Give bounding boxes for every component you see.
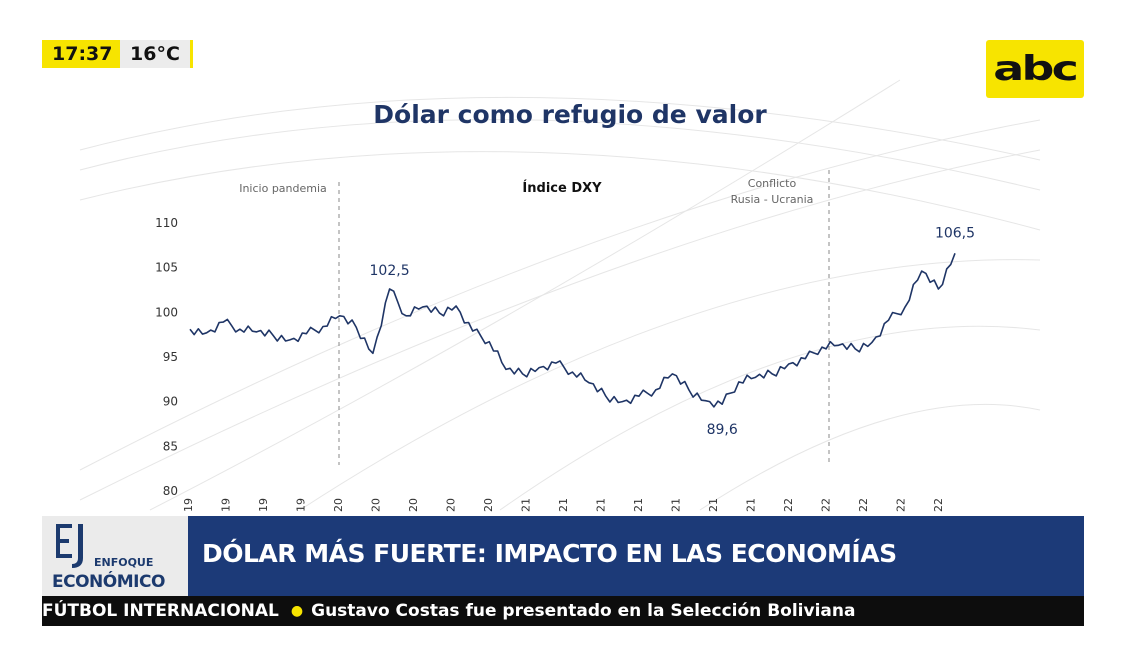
x-tick-label: 21 — [707, 498, 720, 512]
ej-logo-icon — [56, 524, 83, 568]
annotation-conflicto-line2: Rusia - Ucrania — [731, 193, 814, 206]
annotation-conflicto-line1: Conflicto — [748, 177, 797, 190]
dxy-line-chart: 110 105 100 95 90 85 80 19 19 19 19 20 20 20 20 20 21 21 2… — [155, 170, 975, 512]
label-max-2020: 102,5 — [370, 263, 410, 279]
x-tick-label: 22 — [782, 498, 795, 512]
y-tick-label: 80 — [163, 484, 178, 498]
x-tick-label: 22 — [857, 498, 870, 512]
ticker-category: FÚTBOL INTERNACIONAL — [42, 601, 279, 621]
headline-text: DÓLAR MÁS FUERTE: IMPACTO EN LAS ECONOMÍ… — [202, 539, 897, 568]
program-name-line2: ECONÓMICO — [52, 572, 165, 592]
x-tick-label: 19 — [182, 498, 195, 512]
x-tick-label: 22 — [820, 498, 833, 512]
annotation-inicio-pandemia: Inicio pandemia — [239, 182, 327, 195]
clock-widget: 17:37 16°C — [42, 40, 193, 68]
bullet-icon: ● — [290, 603, 304, 619]
y-tick-label: 110 — [155, 216, 178, 230]
x-tick-label: 21 — [520, 498, 533, 512]
chart-title: Dólar como refugio de valor — [373, 100, 767, 129]
abc-logo-text: abc — [993, 49, 1080, 89]
y-tick-label: 100 — [155, 305, 178, 319]
x-tick-label: 22 — [932, 498, 945, 512]
x-tick-label: 20 — [370, 498, 383, 512]
x-tick-label: 20 — [407, 498, 420, 512]
y-tick-label: 105 — [155, 261, 178, 275]
y-tick-label: 95 — [163, 350, 178, 364]
x-tick-label: 21 — [632, 498, 645, 512]
x-tick-label: 19 — [295, 498, 308, 512]
x-tick-label: 20 — [332, 498, 345, 512]
headline-bar: DÓLAR MÁS FUERTE: IMPACTO EN LAS ECONOMÍ… — [188, 516, 1084, 596]
x-tick-label: 21 — [595, 498, 608, 512]
x-tick-label: 20 — [482, 498, 495, 512]
x-tick-label: 21 — [670, 498, 683, 512]
x-tick-label: 21 — [745, 498, 758, 512]
y-tick-label: 90 — [163, 395, 178, 409]
program-name-line1: ENFOQUE — [94, 556, 154, 569]
x-tick-label: 20 — [445, 498, 458, 512]
abc-logo: abc — [986, 40, 1084, 98]
ticker-story: Gustavo Costas fue presentado en la Sele… — [311, 601, 856, 621]
x-tick-label: 22 — [895, 498, 908, 512]
clock-time: 17:37 — [42, 40, 120, 68]
lower-third: ENFOQUE ECONÓMICO DÓLAR MÁS FUERTE: IMPA… — [42, 516, 1084, 596]
x-tick-label: 19 — [220, 498, 233, 512]
news-ticker: FÚTBOL INTERNACIONAL ● Gustavo Costas fu… — [42, 596, 1084, 626]
label-min-2021: 89,6 — [707, 422, 738, 438]
temperature: 16°C — [120, 40, 193, 68]
series-label: Índice DXY — [522, 180, 602, 196]
label-max-2022: 106,5 — [935, 225, 975, 241]
dxy-series-line — [189, 253, 956, 408]
x-tick-label: 19 — [257, 498, 270, 512]
x-tick-label: 21 — [557, 498, 570, 512]
program-logo: ENFOQUE ECONÓMICO — [42, 516, 188, 596]
y-tick-label: 85 — [163, 439, 178, 453]
